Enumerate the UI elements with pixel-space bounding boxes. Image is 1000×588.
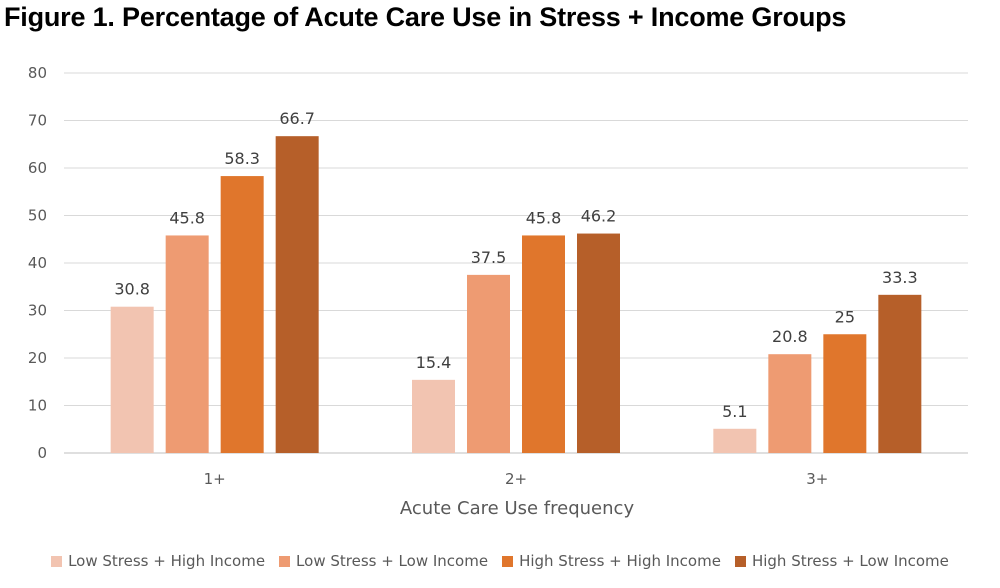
bar bbox=[522, 235, 565, 453]
data-label: 37.5 bbox=[471, 248, 507, 267]
data-label: 5.1 bbox=[722, 402, 747, 421]
legend-label: High Stress + Low Income bbox=[751, 552, 949, 570]
y-tick-label: 50 bbox=[28, 207, 47, 225]
y-tick-label: 10 bbox=[28, 397, 47, 415]
chart-title: Figure 1. Percentage of Acute Care Use i… bbox=[4, 2, 847, 32]
data-label: 30.8 bbox=[114, 280, 150, 299]
x-tick-label: 1+ bbox=[204, 470, 226, 488]
bar bbox=[220, 176, 264, 453]
x-tick-label: 3+ bbox=[806, 470, 828, 488]
legend-label: High Stress + High Income bbox=[519, 552, 721, 570]
legend-item: High Stress + Low Income bbox=[734, 552, 949, 570]
y-tick-label: 70 bbox=[28, 112, 47, 130]
data-label: 66.7 bbox=[279, 109, 315, 128]
bar bbox=[275, 136, 319, 454]
legend-label: Low Stress + High Income bbox=[68, 552, 266, 570]
legend-swatch bbox=[51, 555, 63, 567]
legend-swatch bbox=[734, 555, 746, 567]
y-tick-label: 60 bbox=[28, 159, 47, 177]
data-label: 58.3 bbox=[224, 149, 260, 168]
y-tick-label: 80 bbox=[28, 64, 47, 82]
legend-item: High Stress + High Income bbox=[502, 552, 721, 570]
bar bbox=[713, 428, 757, 453]
data-label: 45.8 bbox=[526, 208, 562, 227]
chart-legend: Low Stress + High Income Low Stress + Low… bbox=[0, 552, 1000, 570]
data-label: 25 bbox=[835, 307, 855, 326]
bar bbox=[878, 294, 922, 453]
x-axis-label: Acute Care Use frequency bbox=[400, 498, 635, 519]
legend-swatch bbox=[502, 555, 514, 567]
bar bbox=[823, 334, 867, 453]
legend-label: Low Stress + Low Income bbox=[296, 552, 489, 570]
bar bbox=[110, 306, 154, 453]
data-label: 33.3 bbox=[882, 268, 918, 287]
bar bbox=[467, 274, 510, 453]
legend-swatch bbox=[279, 555, 291, 567]
data-label: 46.2 bbox=[581, 207, 617, 226]
legend-item: Low Stress + Low Income bbox=[279, 552, 488, 570]
data-label: 15.4 bbox=[416, 353, 452, 372]
data-label: 20.8 bbox=[772, 327, 808, 346]
bar bbox=[412, 379, 455, 453]
y-tick-label: 40 bbox=[28, 254, 47, 272]
y-tick-label: 0 bbox=[37, 444, 47, 462]
y-tick-label: 20 bbox=[28, 349, 47, 367]
legend-item: Low Stress + High Income bbox=[51, 552, 265, 570]
bar-chart: 0 10 20 30 40 50 60 70 80 30.8 45.8 58.3 66.7 1+ 15.4 3… bbox=[28, 64, 968, 519]
bar bbox=[768, 354, 812, 453]
x-tick-label: 2+ bbox=[505, 470, 527, 488]
bar bbox=[577, 233, 620, 453]
data-label: 45.8 bbox=[169, 208, 205, 227]
bar bbox=[165, 235, 209, 453]
y-tick-label: 30 bbox=[28, 302, 47, 320]
